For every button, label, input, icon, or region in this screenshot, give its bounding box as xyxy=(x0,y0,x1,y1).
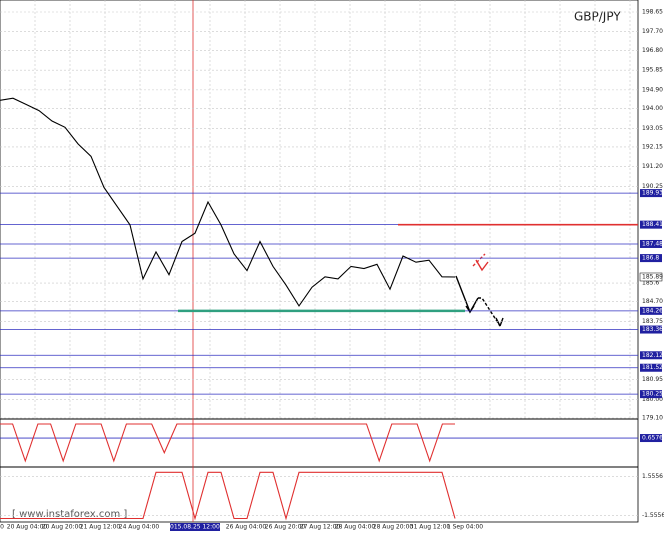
x-tick-label: 28 Aug 04:00 xyxy=(335,524,376,531)
y-tick-label: 191.20 xyxy=(642,163,663,170)
level-tag xyxy=(640,239,662,248)
y-tick-label: 195.85 xyxy=(642,67,663,74)
x-tick-label: 26 Aug 04:00 xyxy=(226,524,267,531)
cursor-tag xyxy=(170,523,220,531)
x-tick-label: 24 Aug 04:00 xyxy=(119,524,160,531)
level-label: 186.8 xyxy=(642,255,659,262)
y-tick-label: 179.10 xyxy=(642,415,663,422)
watermark: [ www.instaforex.com ] xyxy=(12,509,127,520)
y-tick-label: 1.5556 xyxy=(642,473,663,480)
level-label: 184.26 xyxy=(642,307,663,314)
level-label: 187.48 xyxy=(642,240,663,247)
chart-title: GBP/JPY xyxy=(574,10,621,24)
level-tag xyxy=(640,351,662,360)
level-label: 182.12 xyxy=(642,352,663,359)
y-tick-label: 190.25 xyxy=(642,183,663,190)
level-label: 181.52 xyxy=(642,364,663,371)
x-tick-label: 28 Aug 20:00 xyxy=(373,524,414,531)
y-tick-label: 194.00 xyxy=(642,105,663,112)
level-tag xyxy=(640,306,662,315)
y-tick-label: 198.65 xyxy=(642,9,663,16)
y-tick-label: 192.15 xyxy=(642,143,663,150)
price-line xyxy=(0,97,456,307)
x-tick-label: 00 xyxy=(0,524,4,531)
level-tag xyxy=(640,254,662,263)
frame xyxy=(0,0,639,523)
y-tick-label: 197.70 xyxy=(642,28,663,35)
level-tag xyxy=(640,363,662,372)
watermark-bg xyxy=(8,506,136,521)
x-tick-label: 31 Aug 12:00 xyxy=(410,524,451,531)
y-tick-label: 194.90 xyxy=(642,86,663,93)
y-tick-label: 193.05 xyxy=(642,125,663,132)
x-tick-label: 27 Aug 12:00 xyxy=(300,524,341,531)
y-tick-label: 180.95 xyxy=(642,376,663,383)
level-tag xyxy=(640,325,662,334)
price-line xyxy=(0,423,455,463)
level-tag xyxy=(640,434,662,443)
x-tick-label: 2015.08.25 12:00 xyxy=(166,524,220,531)
y-tick-label: 196.80 xyxy=(642,47,663,54)
x-tick-label: 26 Aug 20:00 xyxy=(265,524,306,531)
y-tick-label: -1.5556 xyxy=(642,512,664,519)
x-tick-label: 20 Aug 20:00 xyxy=(42,524,83,531)
level-label: 188.41 xyxy=(642,221,663,228)
level-tag xyxy=(640,220,662,229)
y-tick-label: 180.00 xyxy=(642,396,663,403)
x-tick-label: 21 Aug 12:00 xyxy=(80,524,121,531)
forecast-arrows xyxy=(455,253,504,327)
level-tag xyxy=(640,390,662,399)
level-label: 180.25 xyxy=(642,391,663,398)
level-label: 0.6576 xyxy=(642,435,663,442)
x-tick-label: 20 Aug 04:00 xyxy=(7,524,48,531)
current-tag xyxy=(639,272,663,282)
y-tick-label: 183.75 xyxy=(642,318,663,325)
y-tick-label: 184.70 xyxy=(642,298,663,305)
x-tick-label: 1 Sep 04:00 xyxy=(447,524,483,531)
current-label: 185.89 xyxy=(642,273,663,280)
level-tag xyxy=(640,189,662,198)
level-label: 183.36 xyxy=(642,326,663,333)
level-label: 189.93 xyxy=(642,190,663,197)
y-tick-label: 185.6 xyxy=(642,280,659,287)
price-line xyxy=(0,471,456,521)
